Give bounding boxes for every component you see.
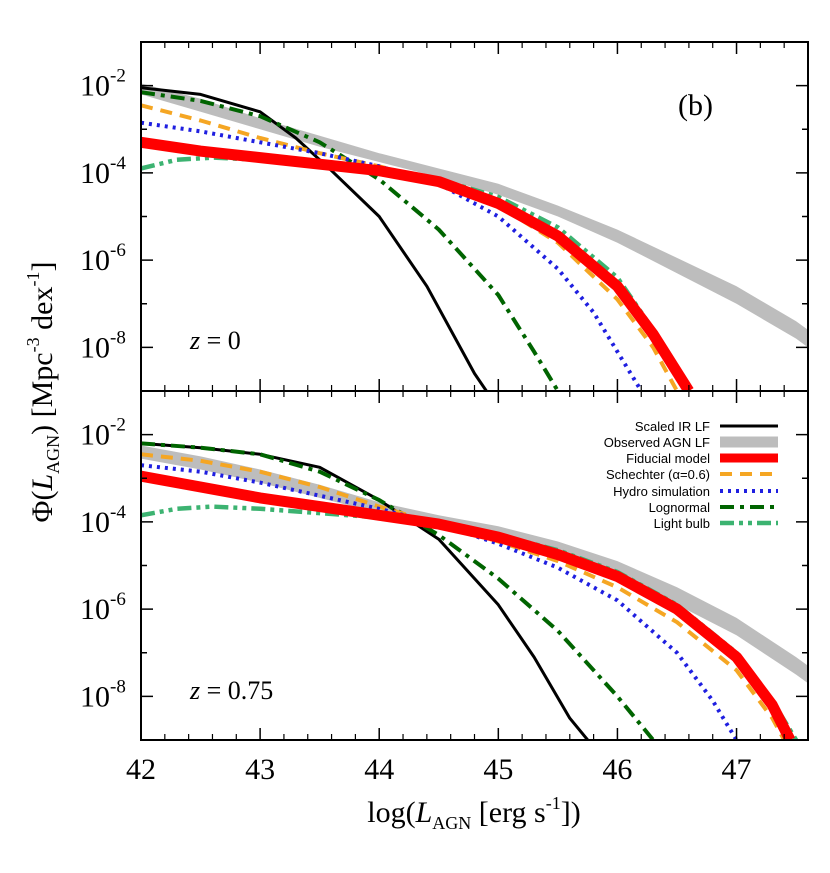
lower-y-tick-label: 10-6 <box>80 589 126 626</box>
x-axis-title: log(LAGN [erg s-1]) <box>367 793 580 833</box>
upper-panel: (b) z = 0 <box>140 41 809 392</box>
y-tick-labels: 10-2 10-4 10-6 10-8 10-2 10-4 10-6 10-8 <box>80 66 126 714</box>
lower-y-tick-label: 10-2 <box>80 415 126 452</box>
legend-label-lognormal: Lognormal <box>649 500 711 515</box>
lower-panel-frame <box>140 390 809 741</box>
x-tick-labels: 42 43 44 45 46 47 <box>126 753 752 786</box>
upper-y-tick-label: 10-2 <box>80 66 126 103</box>
upper-y-tick-label: 10-4 <box>80 153 126 190</box>
upper-series-fiducial-model <box>141 136 694 391</box>
upper-y-tick-label: 10-6 <box>80 240 126 277</box>
x-tick-label: 43 <box>245 753 275 786</box>
lower-panel-series <box>141 441 808 740</box>
x-tick-label: 46 <box>602 753 632 786</box>
y-axis-title: Φ(LAGN) [Mpc-3 dex-1] <box>23 262 63 523</box>
upper-series-lognormal <box>141 90 560 391</box>
lower-y-tick-label: 10-4 <box>80 502 126 539</box>
lower-series-observed-agn-lf <box>141 445 808 684</box>
x-tick-label: 42 <box>126 753 156 786</box>
upper-series-observed-agn-lf <box>141 83 808 348</box>
legend-label-scaled-ir-lf: Scaled IR LF <box>635 419 710 434</box>
upper-panel-redshift-label: z = 0 <box>189 326 241 355</box>
legend-label-observed-agn-lf: Observed AGN LF <box>604 435 710 450</box>
legend-label-light-bulb: Light bulb <box>654 516 710 531</box>
legend-label-hydro-simulation: Hydro simulation <box>613 484 710 499</box>
legend-label-schechter-0-6: Schechter (α=0.6) <box>606 467 710 482</box>
x-tick-label: 44 <box>364 753 394 786</box>
upper-panel-series <box>141 83 808 391</box>
lower-panel-redshift-label: z = 0.75 <box>189 676 273 705</box>
lower-series-fiducial-model <box>141 470 795 740</box>
x-tick-label: 47 <box>722 753 752 786</box>
legend-label-fiducial-model: Fiducial model <box>626 451 710 466</box>
lower-y-tick-label: 10-8 <box>80 676 126 713</box>
upper-y-tick-label: 10-8 <box>80 327 126 364</box>
lower-series-light-bulb <box>141 504 799 740</box>
panel-label: (b) <box>678 89 713 122</box>
x-tick-label: 45 <box>483 753 513 786</box>
